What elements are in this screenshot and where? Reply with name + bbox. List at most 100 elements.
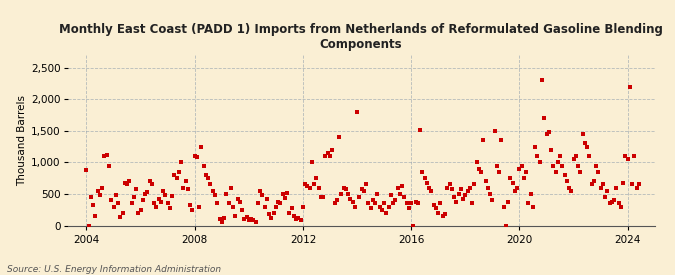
Point xyxy=(586,182,597,187)
Point xyxy=(352,110,362,114)
Point xyxy=(200,173,211,177)
Point xyxy=(261,197,272,201)
Point xyxy=(119,181,130,185)
Point xyxy=(476,170,487,174)
Point xyxy=(498,204,509,209)
Point xyxy=(347,199,358,204)
Point xyxy=(306,160,317,164)
Point xyxy=(210,193,221,197)
Point xyxy=(113,201,124,206)
Point xyxy=(234,199,245,204)
Point xyxy=(302,184,313,189)
Point xyxy=(135,208,146,212)
Point xyxy=(318,195,329,199)
Point xyxy=(219,216,230,220)
Point xyxy=(329,201,340,206)
Point xyxy=(327,147,338,152)
Point xyxy=(239,217,250,221)
Point xyxy=(392,185,403,190)
Point xyxy=(180,179,191,183)
Point xyxy=(577,132,588,136)
Point xyxy=(153,197,164,201)
Point xyxy=(133,211,144,215)
Point xyxy=(192,155,202,160)
Point xyxy=(232,197,243,201)
Point xyxy=(198,163,209,168)
Point xyxy=(582,144,593,149)
Point xyxy=(473,166,484,171)
Point xyxy=(343,192,354,196)
Point xyxy=(252,201,263,206)
Point xyxy=(572,163,583,168)
Point xyxy=(591,163,601,168)
Point xyxy=(446,187,457,191)
Point xyxy=(541,132,552,136)
Point xyxy=(225,185,236,190)
Point xyxy=(320,154,331,158)
Point xyxy=(545,147,556,152)
Point xyxy=(356,187,367,191)
Point xyxy=(550,170,561,174)
Point xyxy=(595,185,606,190)
Point xyxy=(131,187,142,191)
Point xyxy=(360,182,371,187)
Point xyxy=(424,185,435,190)
Point xyxy=(293,216,304,220)
Point xyxy=(250,220,261,225)
Point xyxy=(480,179,491,183)
Point xyxy=(620,154,631,158)
Point xyxy=(340,187,351,191)
Point xyxy=(142,190,153,194)
Point xyxy=(525,192,536,196)
Point xyxy=(570,154,581,158)
Point xyxy=(568,157,579,161)
Title: Monthly East Coast (PADD 1) Imports from Netherlands of Reformulated Gasoline Bl: Monthly East Coast (PADD 1) Imports from… xyxy=(59,23,663,51)
Point xyxy=(227,204,238,209)
Point xyxy=(81,168,92,172)
Point xyxy=(304,185,315,190)
Point xyxy=(354,195,364,199)
Point xyxy=(374,204,385,209)
Point xyxy=(397,184,408,189)
Point xyxy=(295,218,306,223)
Point xyxy=(575,170,586,174)
Point xyxy=(268,211,279,215)
Point xyxy=(363,201,374,206)
Point xyxy=(390,198,401,202)
Point xyxy=(419,176,430,180)
Point xyxy=(146,182,157,187)
Point xyxy=(300,182,310,187)
Point xyxy=(523,201,534,206)
Point xyxy=(404,206,414,210)
Point xyxy=(365,206,376,210)
Point xyxy=(604,201,615,206)
Point xyxy=(593,170,603,174)
Point xyxy=(202,176,213,180)
Point xyxy=(469,182,480,187)
Point xyxy=(500,223,511,228)
Point xyxy=(88,203,99,208)
Point xyxy=(530,144,541,149)
Point xyxy=(244,218,254,223)
Point xyxy=(124,179,135,183)
Point xyxy=(609,198,620,202)
Point xyxy=(564,185,574,190)
Point xyxy=(377,208,387,212)
Point xyxy=(442,185,453,190)
Point xyxy=(557,163,568,168)
Point xyxy=(408,223,418,228)
Point xyxy=(444,182,455,187)
Point xyxy=(284,211,295,215)
Point xyxy=(279,196,290,200)
Point xyxy=(178,185,189,190)
Point xyxy=(237,208,248,212)
Point xyxy=(151,204,162,209)
Point xyxy=(309,182,320,187)
Point xyxy=(336,192,347,196)
Point xyxy=(510,189,520,193)
Point xyxy=(298,204,308,209)
Point xyxy=(108,204,119,209)
Point xyxy=(185,203,196,208)
Point xyxy=(607,199,618,204)
Point xyxy=(589,179,599,183)
